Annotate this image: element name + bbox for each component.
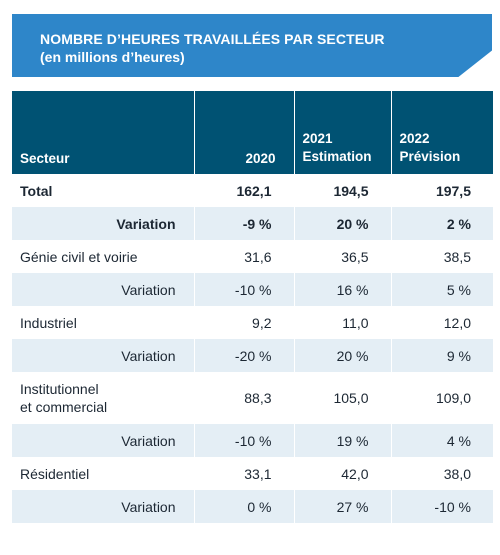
cell-2022: 5 % bbox=[390, 273, 493, 306]
row-label-line2: et commercial bbox=[20, 399, 108, 415]
table-row: Variation 0 % 27 % -10 % bbox=[12, 490, 493, 523]
table-row: Industriel 9,2 11,0 12,0 bbox=[12, 306, 493, 339]
row-label: Variation bbox=[12, 273, 194, 306]
cell-2021: 16 % bbox=[293, 273, 391, 306]
header-2022-sub: Prévision bbox=[399, 149, 461, 164]
hours-table: Secteur 2020 2021 Estimation 2022 Prévis… bbox=[12, 91, 493, 523]
row-label: Variation bbox=[12, 339, 194, 372]
cell-2022: 38,0 bbox=[390, 457, 493, 490]
cell-2020: 0 % bbox=[193, 490, 294, 523]
title-banner: NOMBRE D’HEURES TRAVAILLÉES PAR SECTEUR … bbox=[12, 14, 492, 77]
header-secteur: Secteur bbox=[20, 151, 70, 166]
cell-2022: 4 % bbox=[390, 424, 493, 457]
table-row: Total 162,1 194,5 197,5 bbox=[12, 174, 493, 207]
cell-2021: 20 % bbox=[293, 339, 391, 372]
header-2022-year: 2022 bbox=[399, 131, 430, 146]
row-label: Génie civil et voirie bbox=[20, 248, 138, 265]
table-subtitle: (en millions d’heures) bbox=[40, 49, 185, 65]
row-label: Variation bbox=[12, 424, 194, 457]
row-label: Total bbox=[20, 182, 53, 199]
row-label: Résidentiel bbox=[20, 465, 90, 482]
row-label: Variation bbox=[12, 207, 194, 240]
cell-2022: 2 % bbox=[390, 207, 493, 240]
cell-2020: 9,2 bbox=[193, 306, 294, 339]
table-row: Variation -9 % 20 % 2 % bbox=[12, 207, 493, 240]
cell-2022: 38,5 bbox=[390, 240, 493, 273]
header-2021-year: 2021 bbox=[302, 131, 333, 146]
row-label-line1: Institutionnel bbox=[20, 381, 99, 397]
header-2021: 2021 Estimation bbox=[293, 91, 391, 174]
cell-2020: 31,6 bbox=[193, 240, 294, 273]
table-row: Variation -10 % 19 % 4 % bbox=[12, 424, 493, 457]
cell-2021: 36,5 bbox=[293, 240, 391, 273]
cell-2022: -10 % bbox=[390, 490, 493, 523]
cell-2021: 42,0 bbox=[293, 457, 391, 490]
cell-2020: -10 % bbox=[193, 424, 294, 457]
cell-2021: 19 % bbox=[293, 424, 391, 457]
cell-2021: 194,5 bbox=[293, 174, 391, 207]
header-2022: 2022 Prévision bbox=[390, 91, 493, 174]
cell-2022: 12,0 bbox=[390, 306, 493, 339]
cell-2021: 11,0 bbox=[293, 306, 391, 339]
table-title: NOMBRE D’HEURES TRAVAILLÉES PAR SECTEUR bbox=[40, 31, 385, 47]
cell-2021: 105,0 bbox=[293, 372, 391, 424]
table-header-row: Secteur 2020 2021 Estimation 2022 Prévis… bbox=[12, 91, 493, 174]
row-label: Institutionnel et commercial bbox=[12, 372, 194, 424]
table-row: Institutionnel et commercial 88,3 105,0 … bbox=[12, 372, 493, 424]
table-row: Variation -10 % 16 % 5 % bbox=[12, 273, 493, 306]
table-row: Génie civil et voirie 31,6 36,5 38,5 bbox=[12, 240, 493, 273]
cell-2020: 88,3 bbox=[193, 372, 294, 424]
cell-2020: 33,1 bbox=[193, 457, 294, 490]
cell-2020: -20 % bbox=[193, 339, 294, 372]
cell-2020: -10 % bbox=[193, 273, 294, 306]
cell-2021: 20 % bbox=[293, 207, 391, 240]
cell-2022: 9 % bbox=[390, 339, 493, 372]
table-row: Résidentiel 33,1 42,0 38,0 bbox=[12, 457, 493, 490]
cell-2021: 27 % bbox=[293, 490, 391, 523]
header-2020: 2020 bbox=[193, 91, 294, 174]
cell-2022: 197,5 bbox=[390, 174, 493, 207]
header-2021-sub: Estimation bbox=[302, 149, 372, 164]
row-label: Variation bbox=[12, 490, 194, 523]
cell-2020: 162,1 bbox=[193, 174, 294, 207]
row-label: Industriel bbox=[20, 314, 77, 331]
cell-2022: 109,0 bbox=[390, 372, 493, 424]
table-row: Variation -20 % 20 % 9 % bbox=[12, 339, 493, 372]
cell-2020: -9 % bbox=[193, 207, 294, 240]
